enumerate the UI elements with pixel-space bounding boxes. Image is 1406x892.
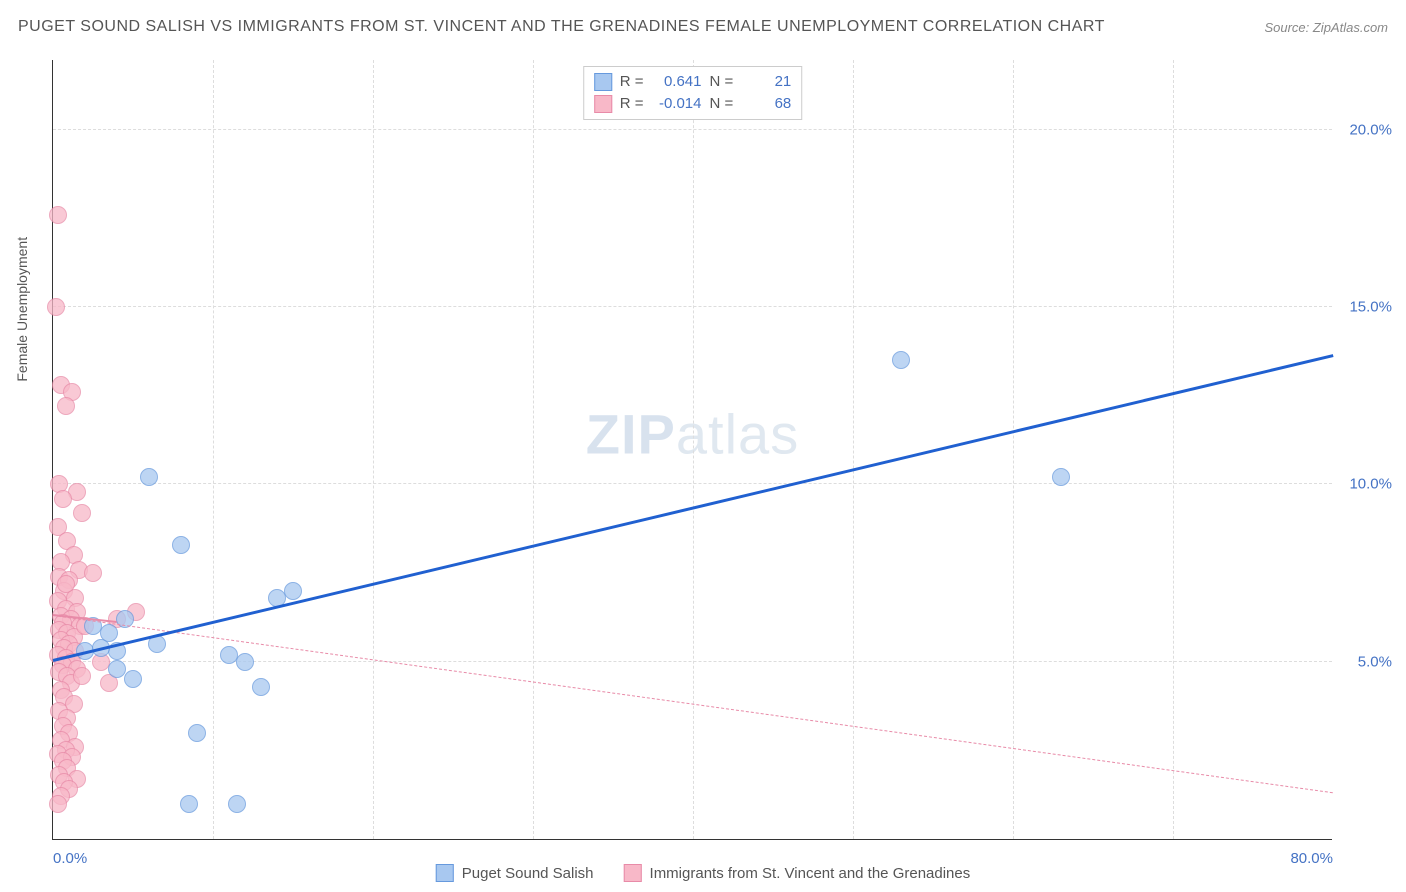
scatter-point-series1 [140, 468, 158, 486]
watermark-bold: ZIP [586, 402, 676, 465]
scatter-point-series2 [54, 490, 72, 508]
n-value-1: 21 [741, 71, 791, 93]
gridline-v [1013, 60, 1014, 839]
stats-row-1: R = 0.641 N = 21 [594, 71, 792, 93]
legend-swatch-pink [624, 864, 642, 882]
scatter-point-series1 [252, 678, 270, 696]
n-label-2: N = [710, 93, 734, 115]
scatter-point-series2 [47, 298, 65, 316]
scatter-point-series1 [188, 724, 206, 742]
legend-label-2: Immigrants from St. Vincent and the Gren… [650, 865, 971, 882]
scatter-point-series2 [57, 397, 75, 415]
swatch-pink [594, 95, 612, 113]
r-value-1: 0.641 [652, 71, 702, 93]
gridline-v [533, 60, 534, 839]
watermark-light: atlas [676, 402, 799, 465]
scatter-point-series1 [284, 582, 302, 600]
ytick-label: 20.0% [1349, 121, 1392, 138]
r-label-1: R = [620, 71, 644, 93]
scatter-point-series2 [57, 575, 75, 593]
ytick-label: 15.0% [1349, 299, 1392, 316]
scatter-point-series2 [73, 504, 91, 522]
gridline-v [693, 60, 694, 839]
gridline-v [373, 60, 374, 839]
scatter-point-series1 [180, 795, 198, 813]
legend-item-2: Immigrants from St. Vincent and the Gren… [624, 864, 971, 882]
ytick-label: 5.0% [1358, 653, 1392, 670]
bottom-legend: Puget Sound Salish Immigrants from St. V… [436, 864, 970, 882]
chart-plot-area: ZIPatlas R = 0.641 N = 21 R = -0.014 N =… [52, 60, 1332, 840]
gridline-v [213, 60, 214, 839]
source-label: Source: ZipAtlas.com [1264, 20, 1388, 35]
gridline-v [853, 60, 854, 839]
xtick-label: 0.0% [53, 850, 87, 867]
stats-row-2: R = -0.014 N = 68 [594, 93, 792, 115]
n-value-2: 68 [741, 93, 791, 115]
scatter-point-series1 [1052, 468, 1070, 486]
scatter-point-series1 [124, 670, 142, 688]
scatter-point-series1 [108, 660, 126, 678]
scatter-point-series1 [172, 536, 190, 554]
y-axis-label: Female Unemployment [14, 237, 30, 382]
scatter-point-series2 [84, 564, 102, 582]
scatter-point-series1 [228, 795, 246, 813]
stats-legend-box: R = 0.641 N = 21 R = -0.014 N = 68 [583, 66, 803, 120]
legend-label-1: Puget Sound Salish [462, 865, 594, 882]
scatter-point-series1 [236, 653, 254, 671]
gridline-v [1173, 60, 1174, 839]
n-label-1: N = [710, 71, 734, 93]
chart-title: PUGET SOUND SALISH VS IMMIGRANTS FROM ST… [18, 18, 1105, 36]
xtick-label: 80.0% [1290, 850, 1333, 867]
ytick-label: 10.0% [1349, 476, 1392, 493]
scatter-point-series2 [49, 206, 67, 224]
scatter-point-series2 [49, 795, 67, 813]
legend-swatch-blue [436, 864, 454, 882]
legend-item-1: Puget Sound Salish [436, 864, 594, 882]
r-value-2: -0.014 [652, 93, 702, 115]
r-label-2: R = [620, 93, 644, 115]
scatter-point-series1 [100, 624, 118, 642]
scatter-point-series1 [892, 351, 910, 369]
scatter-point-series2 [73, 667, 91, 685]
swatch-blue [594, 73, 612, 91]
